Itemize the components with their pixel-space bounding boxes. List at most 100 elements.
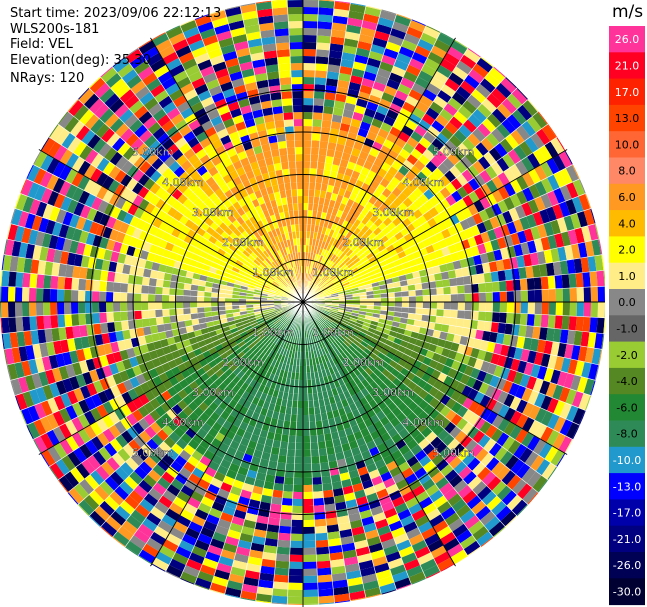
ray-gate xyxy=(382,343,392,352)
ray-gate xyxy=(330,310,338,315)
ray-gate xyxy=(480,137,495,152)
ray-gate xyxy=(377,128,390,139)
ray-gate xyxy=(519,278,528,291)
ray-gate xyxy=(303,449,312,457)
ray-gate xyxy=(352,270,361,277)
ray-gate xyxy=(391,276,400,283)
ray-gate xyxy=(527,390,540,405)
ray-gate xyxy=(472,160,486,174)
ray-gate xyxy=(443,286,451,295)
ray-gate xyxy=(390,368,401,378)
ray-gate xyxy=(315,420,323,429)
ray-gate xyxy=(344,238,353,247)
ray-gate xyxy=(343,38,359,48)
ray-gate xyxy=(134,310,142,320)
ray-gate xyxy=(471,302,479,312)
ray-gate xyxy=(417,182,429,194)
ray-gate xyxy=(311,314,316,321)
ray-gate xyxy=(468,520,485,535)
ray-gate xyxy=(324,267,331,275)
ray-gate xyxy=(473,391,485,404)
ray-gate xyxy=(538,145,553,162)
ray-gate xyxy=(515,190,528,205)
ray-gate xyxy=(356,204,365,214)
ray-gate xyxy=(369,204,379,215)
ray-gate xyxy=(319,405,327,414)
ray-gate xyxy=(318,271,325,279)
ray-gate xyxy=(312,477,323,485)
ray-gate xyxy=(529,338,540,352)
ray-gate xyxy=(378,260,388,268)
ray-gate xyxy=(361,449,372,460)
ray-gate xyxy=(134,284,142,294)
ray-gate xyxy=(308,273,312,282)
ray-gate xyxy=(379,582,397,594)
ray-gate xyxy=(303,505,315,513)
ray-gate xyxy=(360,328,368,335)
ray-gate xyxy=(337,377,345,387)
ray-gate xyxy=(274,475,285,484)
ray-gate xyxy=(292,491,303,499)
ray-gate xyxy=(306,224,312,232)
ray-gate xyxy=(408,58,425,71)
ray-gate xyxy=(15,316,24,333)
ray-gate xyxy=(422,502,437,516)
ray-gate xyxy=(358,443,369,454)
ray-gate xyxy=(457,302,465,311)
ray-gate xyxy=(497,199,509,214)
ray-gate xyxy=(515,160,529,176)
ray-gate xyxy=(483,438,497,453)
ray-gate xyxy=(477,349,487,361)
ray-gate xyxy=(436,32,454,47)
ray-gate xyxy=(405,119,418,131)
ray-gate xyxy=(430,336,440,346)
ray-gate xyxy=(337,290,346,295)
ray-gate xyxy=(410,130,423,143)
ray-gate xyxy=(343,340,351,348)
ray-gate xyxy=(313,285,319,292)
ray-gate xyxy=(387,212,398,222)
ray-gate xyxy=(514,204,527,219)
ray-gate xyxy=(496,103,512,119)
ray-gate xyxy=(575,316,584,332)
ray-gate xyxy=(310,161,318,169)
ray-gate xyxy=(534,407,547,424)
ray-gate xyxy=(197,296,205,302)
ray-gate xyxy=(331,349,338,358)
ray-gate xyxy=(303,582,319,590)
ray-gate xyxy=(341,375,349,384)
ray-gate xyxy=(439,198,451,210)
ray-gate xyxy=(555,288,563,302)
ray-gate xyxy=(546,158,560,175)
ray-gate xyxy=(345,299,353,302)
ray-gate xyxy=(509,164,523,179)
ray-gate xyxy=(353,246,361,255)
ray-gate xyxy=(400,514,415,527)
ray-gate xyxy=(505,133,520,150)
ray-gate xyxy=(456,405,469,418)
ray-separator xyxy=(302,301,605,335)
ray-gate xyxy=(362,337,371,345)
ray-gate xyxy=(559,419,573,436)
ray-gate xyxy=(295,442,303,450)
ray-gate xyxy=(309,315,313,323)
ray-gate xyxy=(511,88,528,105)
ray-gate xyxy=(190,307,198,314)
ray-gate xyxy=(424,533,440,547)
ray-gate xyxy=(336,259,344,267)
ray-gate xyxy=(536,250,546,265)
ray-gate xyxy=(319,282,326,289)
ray-gate xyxy=(398,46,415,59)
ray-gate xyxy=(316,385,323,393)
ray-gate xyxy=(502,258,512,271)
ray-gate xyxy=(334,371,342,380)
ray-gate xyxy=(511,109,527,126)
ray-gate xyxy=(339,323,347,330)
ray-gate xyxy=(475,263,484,275)
ray-gate xyxy=(444,386,456,398)
ray-gate xyxy=(36,302,44,316)
ray-gate xyxy=(269,503,282,512)
ray-gate xyxy=(380,302,388,307)
ray-gate xyxy=(331,481,343,490)
ray-gate xyxy=(307,323,311,331)
